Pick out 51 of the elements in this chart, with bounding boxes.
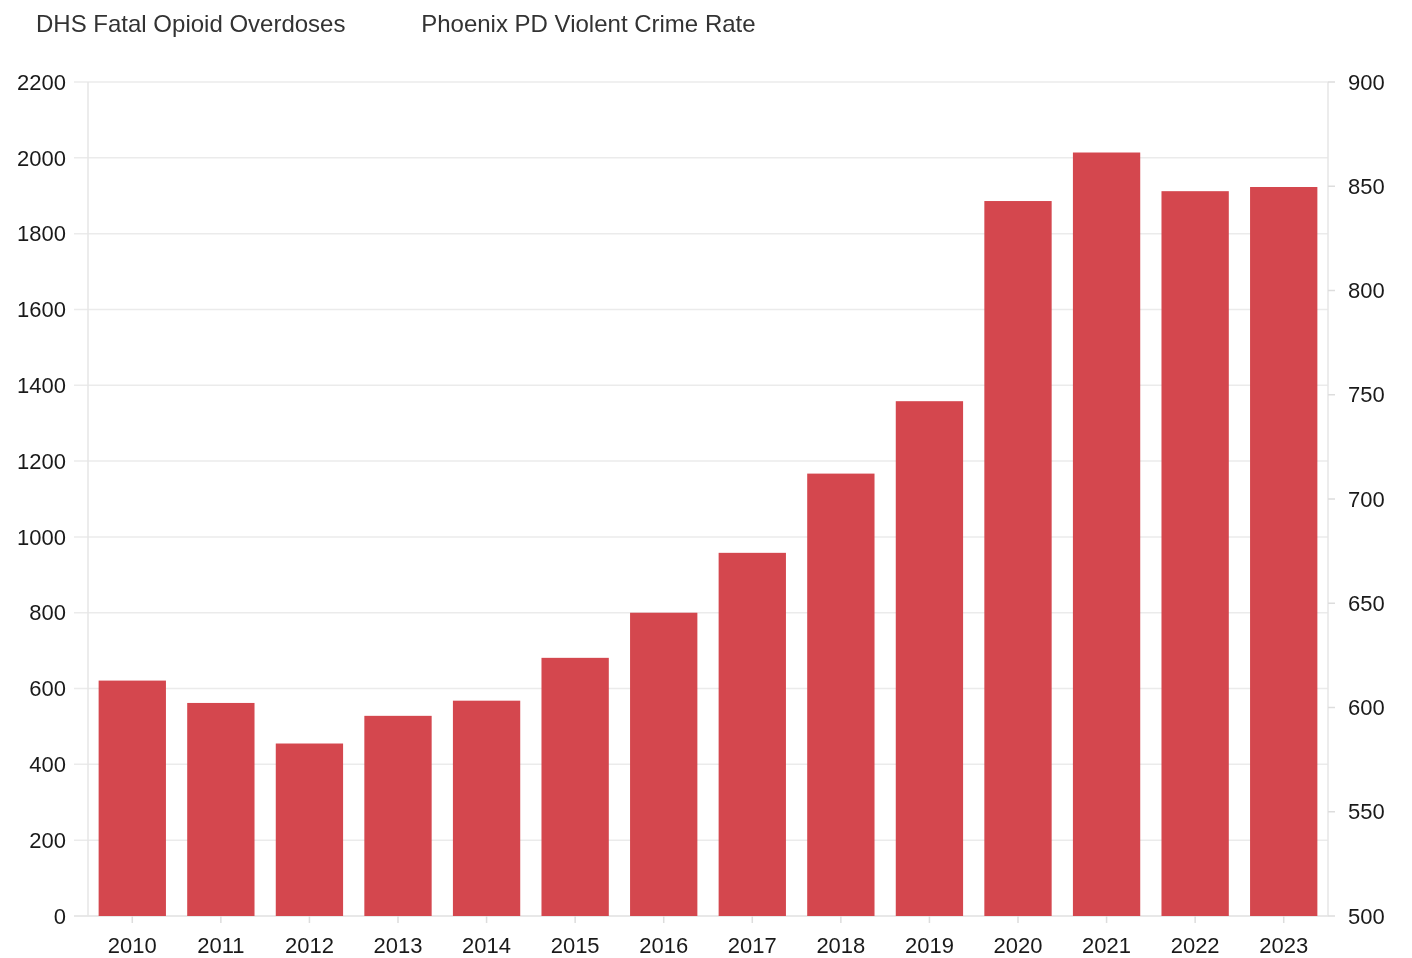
text: DHS Fatal Opioid Overdoses [36,10,346,37]
y2-tick-label: 650 [1348,590,1385,616]
x-tick-label: 2020 [993,933,1043,958]
y-tick-label: 2000 [17,145,66,171]
bar [541,657,609,916]
y-tick-label: 1200 [17,448,66,474]
x-tick-label: 2023 [1259,933,1309,958]
y2-tick-label: 500 [1348,903,1385,929]
bar [1250,187,1318,916]
y2-tick-label: 750 [1348,382,1385,408]
x-tick-label: 2012 [284,933,334,958]
x-tick-label: 2016 [639,933,689,958]
x-tick-label: 2018 [816,933,866,958]
x-tick-label: 2022 [1170,933,1220,958]
x-tick-label: 2013 [373,933,423,958]
y2-tick-label: 800 [1348,278,1385,304]
x-tick-label: 2017 [727,933,777,958]
y-tick-label: 1000 [17,524,66,550]
y-tick-label: 2200 [17,69,66,95]
bar [1161,191,1229,916]
x-tick-label: 2011 [197,933,245,958]
bar [630,612,698,916]
bar [718,552,786,916]
y-tick-label: 1800 [17,221,66,247]
y-tick-label: 0 [53,903,66,929]
y2-tick-label: 850 [1348,173,1385,199]
x-tick-label: 2010 [107,933,157,958]
x-tick-label: 2014 [462,933,512,958]
x-tick-label: 2019 [904,933,954,958]
y-tick-label: 200 [29,827,66,853]
bar [98,680,166,916]
y-tick-label: 600 [29,676,66,702]
y2-tick-label: 600 [1348,695,1385,721]
x-tick-label: 2021 [1082,933,1132,958]
y-tick-label: 400 [29,752,66,778]
y2-tick-label: 900 [1348,69,1385,95]
y-tick-label: 800 [29,600,66,626]
y-tick-label: 1600 [17,297,66,323]
y-tick-label: 1400 [17,372,66,398]
y2-tick-label: 550 [1348,799,1385,825]
text: Phoenix PD Violent Crime Rate [421,10,756,37]
y2-tick-label: 700 [1348,486,1385,512]
bar [275,743,344,916]
bar [187,702,255,916]
bar [984,201,1052,916]
bar [807,473,875,916]
x-tick-label: 2015 [550,933,600,958]
bar [364,715,432,916]
bar [1072,152,1141,916]
bar [895,401,964,916]
bar [452,700,521,916]
